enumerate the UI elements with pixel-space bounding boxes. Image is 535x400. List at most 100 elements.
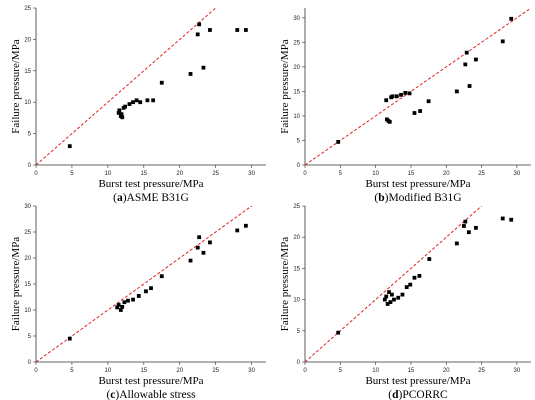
panel-caption: (a)ASME B31G bbox=[113, 192, 189, 204]
x-tick-label: 20 bbox=[176, 368, 183, 374]
y-tick-label: 15 bbox=[293, 89, 300, 95]
y-tick-label: 10 bbox=[293, 298, 300, 304]
data-point bbox=[120, 115, 125, 120]
y-tick-label: 0 bbox=[28, 163, 32, 169]
data-point bbox=[134, 98, 139, 103]
data-point bbox=[67, 144, 72, 149]
data-point bbox=[464, 50, 469, 55]
y-axis-title: Failure pressure/MPa bbox=[10, 237, 22, 332]
x-tick-label: 20 bbox=[176, 171, 183, 177]
x-tick-label: 15 bbox=[140, 171, 147, 177]
data-point bbox=[384, 294, 389, 299]
x-tick-label: 20 bbox=[443, 171, 450, 177]
data-point bbox=[382, 297, 387, 302]
y-tick-label: 5 bbox=[297, 138, 301, 144]
x-tick-label: 5 bbox=[339, 368, 343, 374]
x-tick-label: 5 bbox=[70, 171, 74, 177]
data-point bbox=[145, 98, 150, 103]
x-tick-label: 15 bbox=[408, 368, 415, 374]
data-point bbox=[159, 274, 164, 279]
data-point bbox=[123, 104, 128, 109]
x-axis-title: Burst test pressure/MPa bbox=[98, 375, 203, 387]
data-point bbox=[67, 336, 72, 341]
data-point bbox=[399, 92, 403, 97]
data-point bbox=[426, 99, 431, 104]
data-point bbox=[403, 90, 408, 95]
y-tick-label: 15 bbox=[24, 69, 31, 75]
panel-caption: (c)Allowable stress bbox=[106, 389, 196, 400]
data-point bbox=[208, 240, 212, 245]
data-point bbox=[500, 216, 505, 221]
reference-line-y-equals-x bbox=[305, 8, 531, 165]
data-point bbox=[127, 102, 132, 106]
x-tick-label: 5 bbox=[339, 171, 343, 177]
data-point bbox=[201, 65, 206, 70]
data-point bbox=[122, 300, 127, 305]
data-point bbox=[243, 223, 248, 228]
y-tick-label: 5 bbox=[28, 132, 32, 138]
chart-panel-a: 0 5 10 15 20 25 30 0 5 10 15 20 25 Burst test pressur… bbox=[10, 6, 266, 204]
data-point bbox=[159, 80, 164, 85]
x-tick-label: 30 bbox=[514, 171, 521, 177]
data-point bbox=[149, 286, 153, 291]
x-tick-label: 25 bbox=[478, 171, 485, 177]
x-tick-label: 10 bbox=[372, 171, 379, 177]
data-point bbox=[462, 224, 466, 228]
data-point bbox=[197, 235, 202, 240]
data-point bbox=[388, 300, 393, 304]
data-point bbox=[412, 275, 417, 280]
y-tick-label: 20 bbox=[24, 37, 31, 43]
data-point bbox=[115, 305, 120, 310]
data-point bbox=[120, 304, 125, 309]
data-point bbox=[188, 258, 193, 263]
data-point bbox=[454, 89, 459, 94]
data-point bbox=[509, 217, 514, 222]
x-tick-label: 0 bbox=[34, 368, 38, 374]
reference-line-y-equals-x bbox=[305, 206, 483, 362]
data-point bbox=[131, 100, 135, 105]
y-axis-title: Failure pressure/MPa bbox=[279, 237, 291, 332]
x-tick-label: 30 bbox=[248, 368, 255, 374]
x-tick-label: 0 bbox=[303, 171, 307, 177]
data-point bbox=[417, 273, 422, 278]
data-point bbox=[117, 108, 122, 113]
data-point bbox=[138, 100, 143, 105]
y-tick-label: 30 bbox=[24, 204, 31, 210]
reference-line-y-equals-x bbox=[36, 206, 253, 362]
data-point bbox=[235, 28, 240, 32]
y-axis-title: Failure pressure/MPa bbox=[10, 39, 22, 134]
data-point bbox=[392, 297, 396, 302]
x-tick-label: 25 bbox=[478, 368, 485, 374]
x-axis-title: Burst test pressure/MPa bbox=[98, 178, 203, 190]
data-point bbox=[118, 308, 123, 312]
data-point bbox=[427, 257, 432, 261]
y-tick-label: 0 bbox=[297, 360, 301, 366]
y-axis-title: Failure pressure/MPa bbox=[279, 39, 291, 134]
data-point bbox=[136, 294, 141, 298]
y-tick-label: 20 bbox=[293, 235, 300, 241]
data-point bbox=[119, 112, 124, 117]
y-tick-label: 0 bbox=[297, 163, 301, 169]
data-point bbox=[389, 292, 394, 297]
data-point bbox=[387, 290, 391, 295]
data-point bbox=[384, 98, 389, 103]
data-point bbox=[500, 39, 505, 44]
data-point bbox=[151, 98, 156, 103]
x-tick-label: 10 bbox=[105, 368, 112, 374]
x-axis-title: Burst test pressure/MPa bbox=[365, 375, 470, 387]
x-tick-label: 5 bbox=[70, 368, 74, 374]
data-point bbox=[126, 298, 130, 303]
x-tick-label: 25 bbox=[212, 171, 219, 177]
panel-caption: (b)Modified B31G bbox=[374, 192, 461, 204]
x-tick-label: 20 bbox=[443, 368, 450, 374]
data-point bbox=[474, 225, 478, 230]
x-tick-label: 0 bbox=[34, 171, 38, 177]
y-tick-label: 20 bbox=[293, 65, 300, 71]
y-tick-label: 25 bbox=[24, 6, 31, 12]
x-tick-label: 10 bbox=[105, 171, 112, 177]
y-tick-label: 30 bbox=[293, 16, 300, 22]
y-tick-label: 25 bbox=[24, 230, 31, 236]
x-tick-label: 15 bbox=[140, 368, 147, 374]
data-point bbox=[407, 91, 412, 96]
